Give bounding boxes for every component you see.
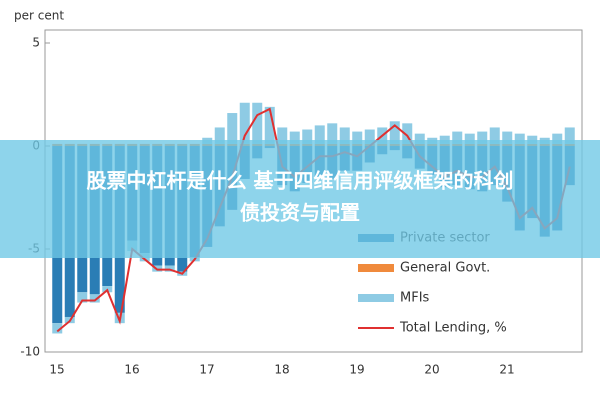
legend-swatch: [358, 264, 394, 272]
x-tick-label: 15: [49, 363, 64, 377]
legend-swatch: [358, 294, 394, 302]
bar-segment: [89, 294, 100, 303]
bar-segment: [489, 127, 500, 144]
legend-text: MFIs: [400, 291, 430, 306]
bar-segment: [364, 129, 375, 144]
bar-segment: [77, 292, 88, 303]
legend-text: General Govt.: [400, 261, 490, 276]
bar-segment: [52, 323, 63, 334]
bar-segment: [339, 127, 350, 144]
x-tick-label: 20: [424, 363, 439, 377]
bar-segment: [289, 131, 300, 144]
bar-segment: [302, 129, 313, 144]
banner-text: 债投资与配置: [240, 201, 360, 225]
bar-segment: [464, 133, 475, 144]
bar-segment: [514, 133, 525, 144]
bar-segment: [227, 113, 238, 144]
bar-segment: [352, 131, 363, 144]
bar-segment: [389, 121, 400, 144]
bar-segment: [214, 127, 225, 144]
bar-segment: [502, 131, 513, 144]
bar-segment: [252, 102, 263, 144]
y-tick-label: -10: [20, 345, 40, 359]
banner-text: 股票中杠杆是什么 基于四维信用评级框架的科创: [87, 169, 514, 193]
y-axis-label: per cent: [14, 9, 64, 23]
bar-segment: [552, 133, 563, 144]
legend-text: Total Lending, %: [399, 321, 507, 336]
bar-segment: [164, 265, 175, 272]
x-tick-label: 18: [274, 363, 289, 377]
x-tick-label: 21: [499, 363, 514, 377]
banner: [0, 140, 600, 258]
bar-segment: [527, 135, 538, 144]
bar-segment: [327, 123, 338, 144]
bar-segment: [477, 131, 488, 144]
bar-segment: [414, 133, 425, 144]
y-tick-label: 5: [32, 36, 40, 50]
bar-segment: [452, 131, 463, 144]
bar-segment: [264, 106, 275, 144]
bar-segment: [314, 125, 325, 144]
bar-segment: [564, 127, 575, 144]
bar-segment: [277, 127, 288, 144]
x-tick-label: 19: [349, 363, 364, 377]
bar-segment: [239, 102, 250, 144]
x-tick-label: 16: [124, 363, 139, 377]
bar-segment: [439, 135, 450, 144]
x-tick-label: 17: [199, 363, 214, 377]
bar-segment: [402, 123, 413, 144]
